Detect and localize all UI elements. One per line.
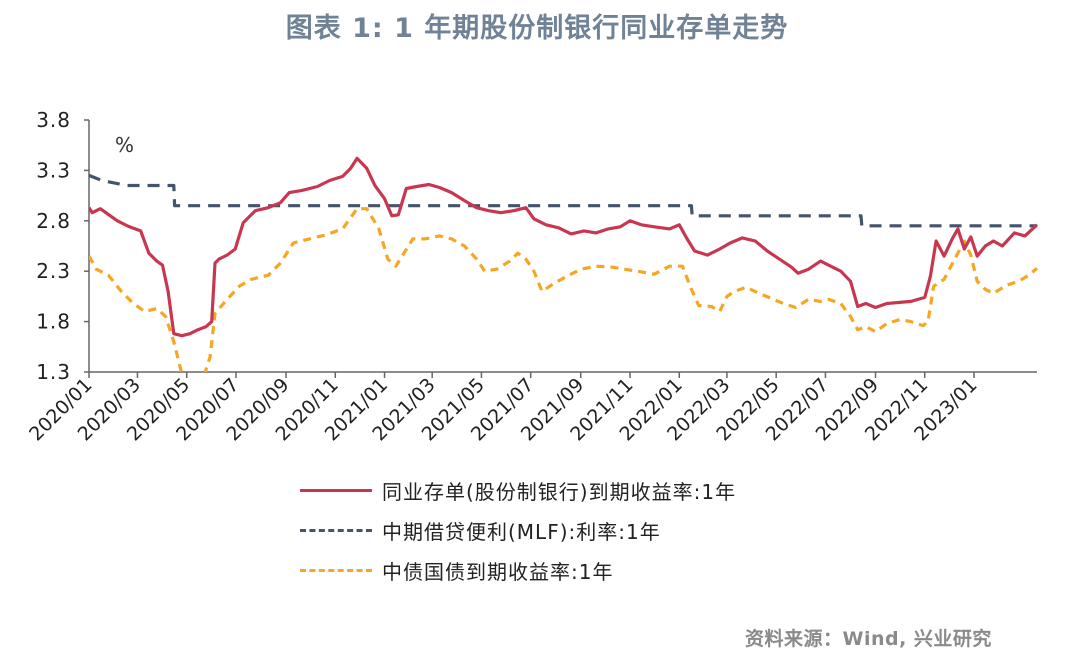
- legend-label-treasury: 中债国债到期收益率:1年: [382, 559, 614, 584]
- legend-item-ncd: 同业存单(股份制银行)到期收益率:1年: [300, 470, 736, 510]
- legend-item-mlf: 中期借贷便利(MLF):利率:1年: [300, 510, 736, 550]
- axes: 3.83.32.82.31.81.32020/012020/032020/052…: [25, 108, 1037, 445]
- legend-swatch-treasury: [300, 568, 372, 572]
- source-note: 资料来源：Wind, 兴业研究: [745, 628, 992, 650]
- series-layer: [89, 156, 1039, 372]
- legend-item-treasury: 中债国债到期收益率:1年: [300, 550, 736, 590]
- legend-swatch-mlf: [300, 528, 372, 532]
- unit-label: %: [115, 133, 134, 157]
- y-tick-label: 2.3: [36, 259, 71, 283]
- legend-label-ncd: 同业存单(股份制银行)到期收益率:1年: [382, 479, 737, 504]
- legend-swatch-ncd: [300, 488, 372, 492]
- series-line-1: [89, 173, 1037, 228]
- legend-label-mlf: 中期借贷便利(MLF):利率:1年: [382, 519, 661, 544]
- series-line-0: [89, 156, 1039, 338]
- series-line-2: [89, 207, 1039, 372]
- y-tick-label: 1.8: [36, 310, 71, 334]
- y-tick-label: 3.8: [36, 108, 71, 132]
- chart-title: 图表 1: 1 年期股份制银行同业存单走势: [285, 13, 789, 44]
- y-tick-label: 1.3: [36, 360, 71, 384]
- legend: 同业存单(股份制银行)到期收益率:1年 中期借贷便利(MLF):利率:1年 中债…: [300, 470, 736, 590]
- y-tick-label: 2.8: [36, 209, 71, 233]
- y-tick-label: 3.3: [36, 158, 71, 182]
